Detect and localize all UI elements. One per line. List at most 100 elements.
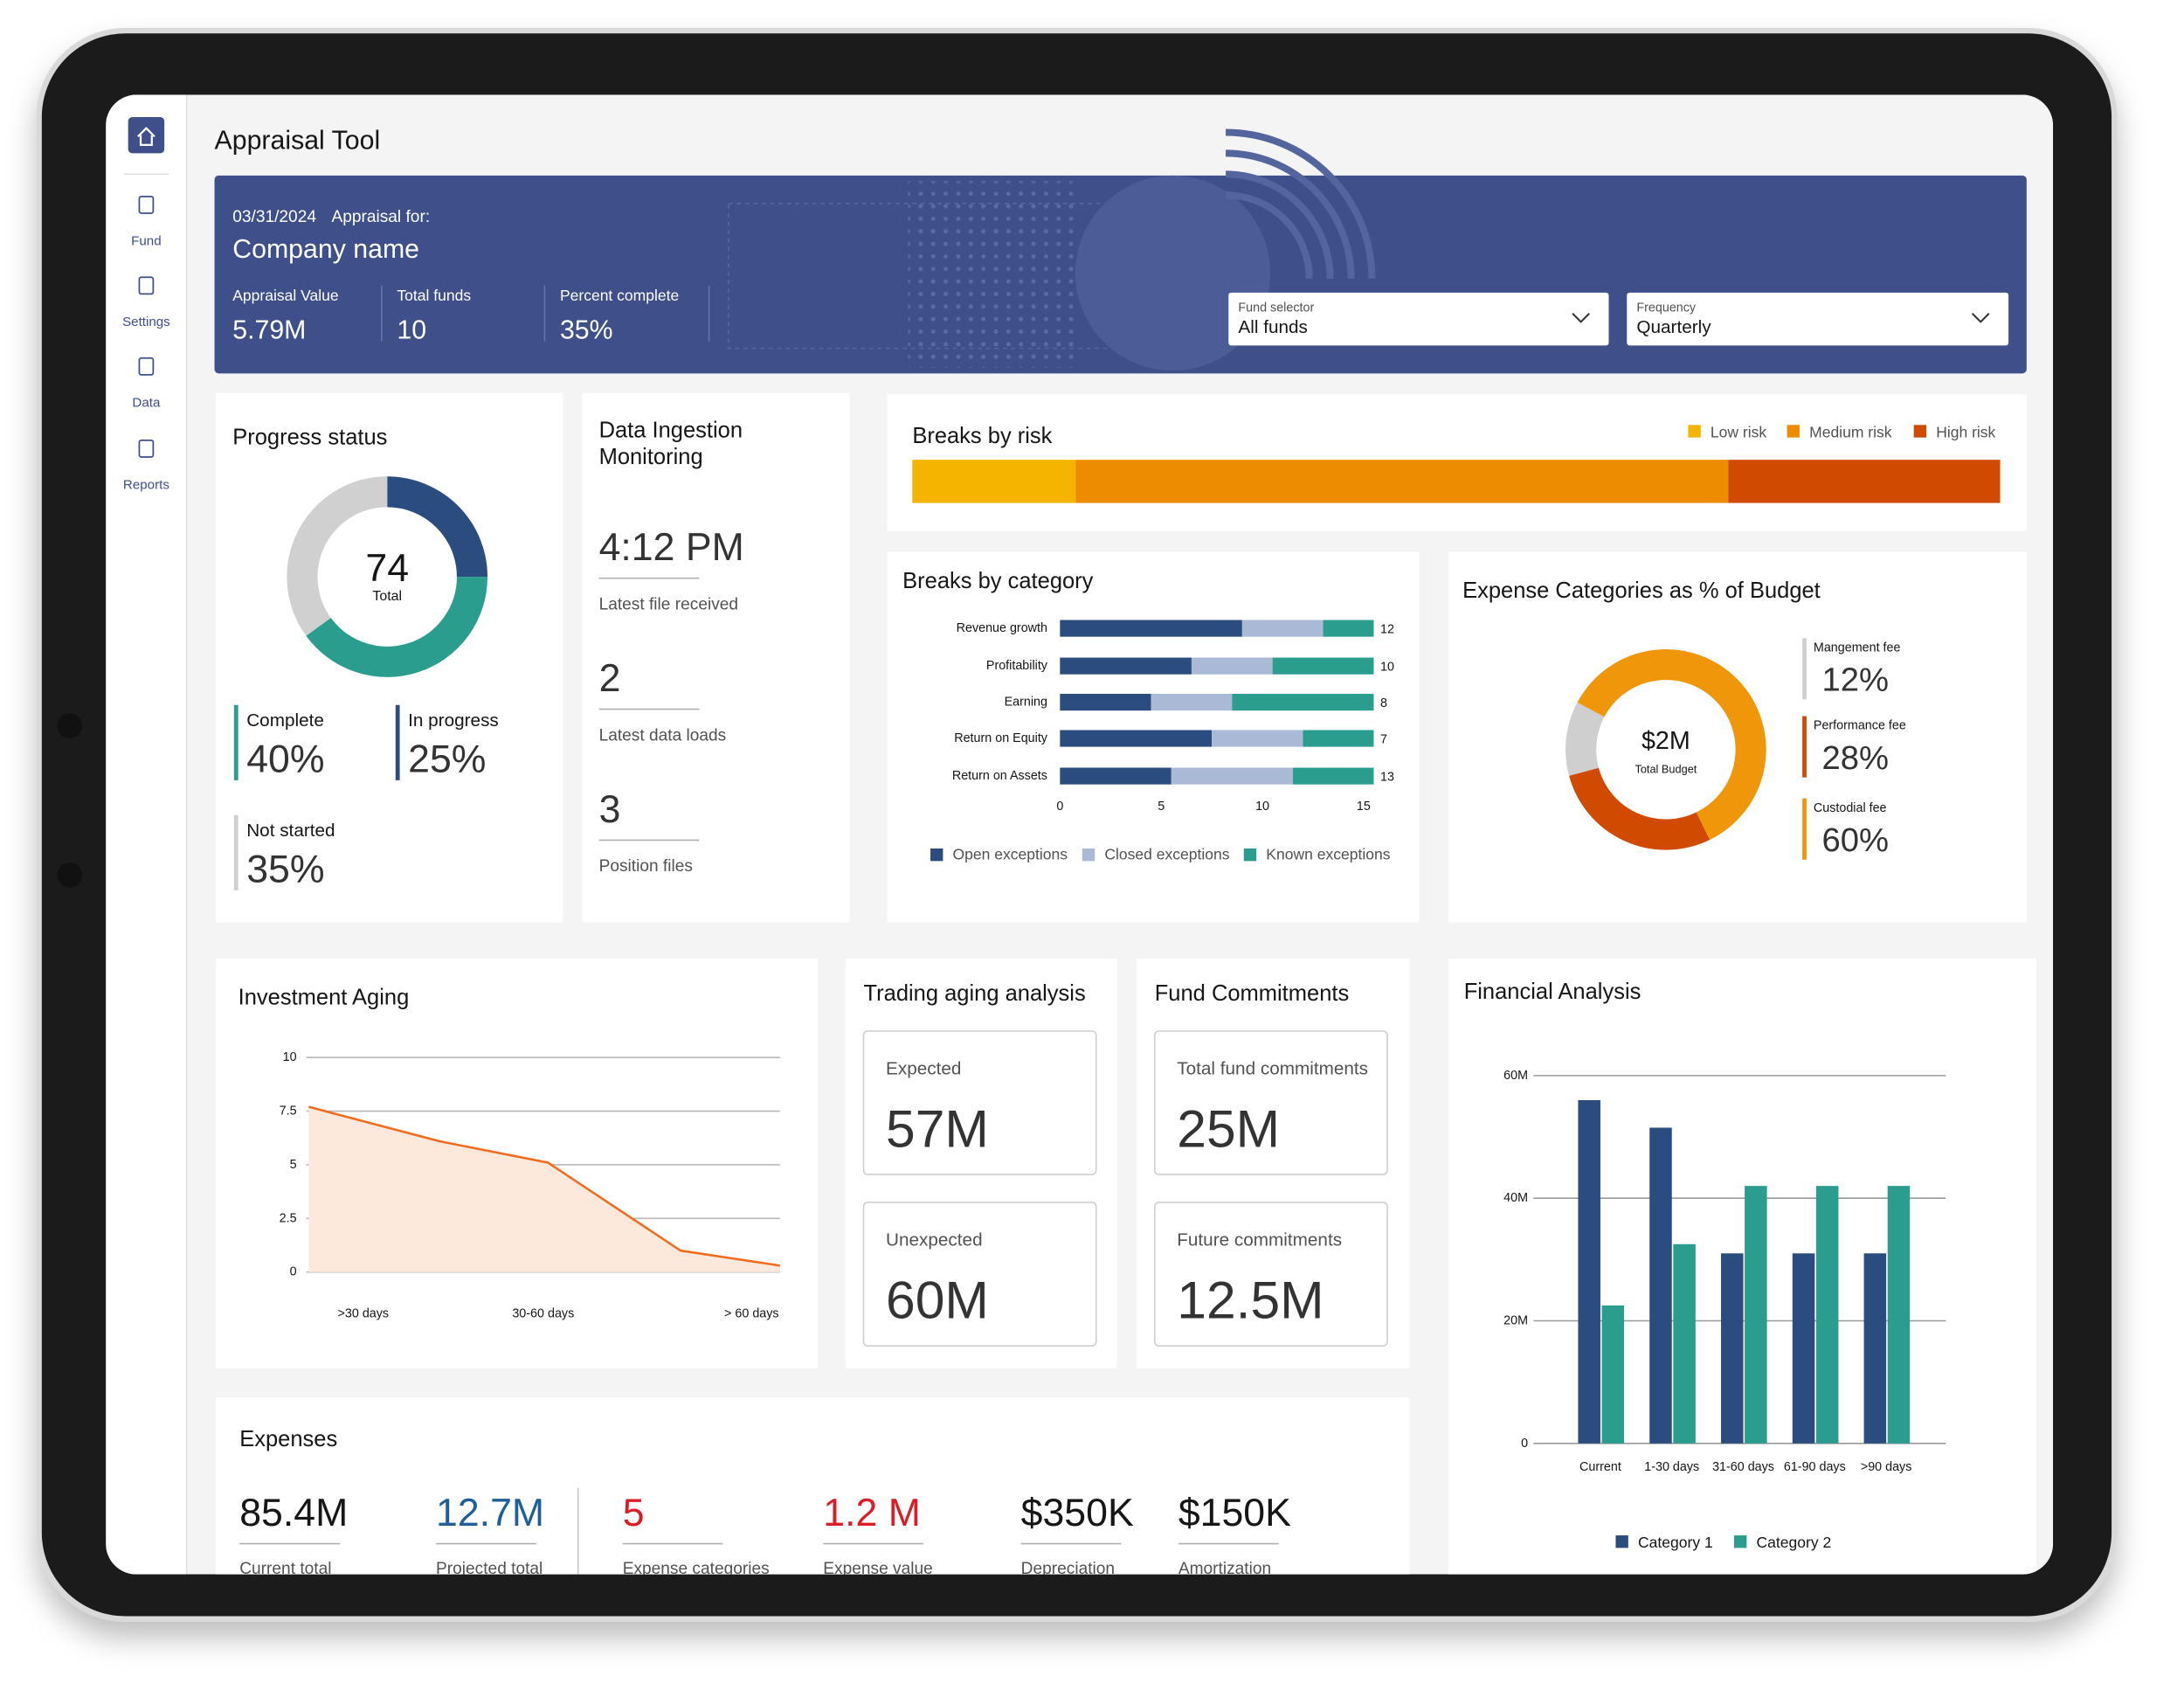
card-title: Expense Categories as % of Budget [1462,578,1821,603]
y-tick-label: 7.5 [280,1105,297,1119]
card-title: Fund Commitments [1155,981,1349,1006]
legend-swatch [1734,1535,1747,1548]
bar [1601,1305,1625,1444]
legend-value: 35% [246,848,324,890]
bar [1863,1253,1887,1444]
y-tick-label: 0 [1521,1437,1528,1451]
kpi-label: Total funds [397,287,471,304]
expense-value: $350K [1021,1492,1134,1534]
x-tick-label: 1-30 days [1644,1460,1699,1474]
card-title: Progress status [232,426,387,450]
company-name: Company name [232,235,419,264]
nav-item[interactable]: Reports [123,477,169,492]
legend-swatch [1688,425,1701,438]
bar-segment [1212,730,1303,747]
dropdown-label: Fund selector [1238,301,1314,315]
y-tick-label: Revenue growth [957,621,1047,635]
card-title: Breaks by risk [912,424,1052,448]
nav-item[interactable]: Settings [122,315,170,329]
banner-circle [1075,175,1271,371]
donut-center-value: 74 [365,547,409,590]
bar-segment [1728,460,2001,503]
y-tick-label: 10 [283,1050,297,1064]
bar-total-label: 8 [1380,696,1387,710]
kpi-tile [1153,1030,1388,1175]
legend-label: Complete [246,710,324,731]
dropdown-value: All funds [1238,317,1307,337]
metric-label: Position files [599,857,693,876]
legend-label: Closed exceptions [1104,845,1229,862]
bar-segment [1191,657,1273,675]
bar-segment [1075,460,1729,503]
kpi-value: 35% [560,315,613,344]
sensor [57,862,83,888]
bar-segment [1151,694,1233,711]
page-title: Appraisal Tool [215,127,381,156]
bar-total-label: 10 [1380,661,1394,675]
kpi-value: 10 [397,315,426,344]
legend-value: 40% [246,738,324,780]
legend-swatch [1615,1535,1628,1548]
y-tick-label: Return on Assets [952,769,1047,783]
x-tick-label: 0 [1056,800,1063,814]
x-tick-label: > 60 days [724,1307,779,1321]
x-tick-label: 30-60 days [512,1307,574,1321]
banner-arcs [1226,128,1376,279]
line [308,1105,781,1267]
expense-label: Depreciation [1021,1560,1115,1578]
bar [1815,1186,1839,1444]
metric-label: Latest file received [599,595,738,613]
legend-label: Known exceptions [1266,845,1390,862]
legend-value: 12% [1821,661,1889,699]
kpi-value: 60M [886,1271,989,1330]
home-button[interactable] [128,116,165,154]
kpi-value: 57M [886,1098,989,1158]
card-title: Trading aging analysis [864,981,1086,1006]
y-tick-label: 60M [1503,1069,1528,1083]
bar-segment [1323,620,1374,637]
nav-item[interactable]: Fund [131,233,161,248]
legend-value: 25% [408,738,486,780]
expense-value: 1.2 M [823,1492,921,1534]
legend-label: Low risk [1711,423,1766,440]
legend-swatch [1913,425,1927,438]
bar-segment [912,460,1076,503]
dropdown[interactable] [1627,292,2009,346]
legend-bar [395,704,400,780]
camera [57,713,83,739]
nav-item[interactable]: Data [132,395,161,410]
card-title: Investment Aging [238,986,410,1010]
y-tick-label: Return on Equity [954,731,1048,745]
y-tick-label: Earning [1005,696,1047,710]
legend-value: 60% [1821,821,1889,859]
legend-label: Mangement fee [1814,641,1901,655]
kpi-value: 12.5M [1177,1271,1324,1330]
bar [1673,1243,1696,1444]
donut-segment [1565,702,1605,776]
dropdown-value: Quarterly [1636,317,1711,337]
bar [1745,1186,1767,1444]
legend-label: Not started [246,821,335,841]
area-fill [308,1106,780,1272]
kpi-tile [862,1030,1097,1175]
bar-segment [1272,657,1374,675]
expense-label: Current total [239,1560,331,1578]
card-title: Financial Analysis [1464,980,1641,1004]
bar [1721,1253,1744,1444]
legend-label: Performance fee [1814,719,1906,733]
legend-value: 28% [1821,739,1889,777]
metric-label: Latest data loads [599,726,727,745]
nav-icon [138,276,155,295]
dropdown[interactable] [1228,292,1609,346]
card [582,392,850,923]
y-tick-label: 20M [1503,1313,1528,1327]
legend-bar [233,704,238,780]
expense-value: $150K [1178,1492,1291,1534]
bar-segment [1303,730,1374,747]
sidebar [106,94,187,1575]
screen: Appraisal Tool Fund Settings Data Reports 03/… [106,94,2054,1578]
bar-segment [1292,767,1374,785]
nav-icon [138,357,155,376]
legend-bar [1802,798,1807,860]
